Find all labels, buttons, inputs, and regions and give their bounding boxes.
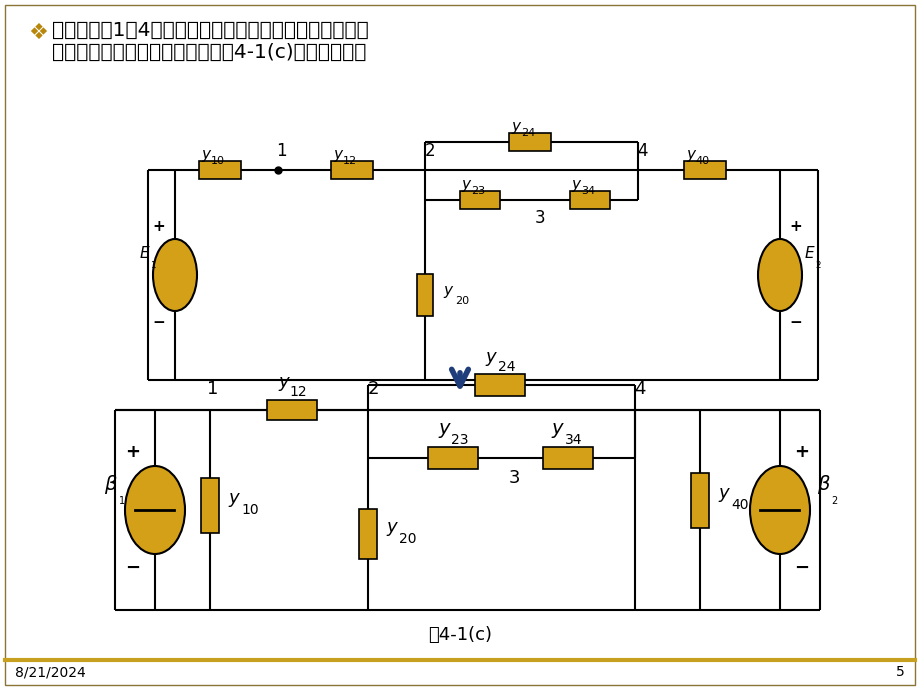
Text: $y$: $y$ xyxy=(717,486,731,504)
Text: $β$: $β$ xyxy=(104,473,118,497)
Bar xyxy=(683,161,725,179)
Text: $E$: $E$ xyxy=(803,245,815,261)
Bar xyxy=(474,374,525,396)
Text: 20: 20 xyxy=(399,532,416,546)
Text: 24: 24 xyxy=(520,128,535,138)
Text: $y$: $y$ xyxy=(443,284,454,300)
Text: 23: 23 xyxy=(471,186,484,196)
Text: $y$: $y$ xyxy=(228,491,241,509)
Text: −: − xyxy=(153,315,165,331)
Bar xyxy=(358,509,377,559)
Text: $y$: $y$ xyxy=(571,178,582,194)
Text: $y$: $y$ xyxy=(550,421,564,440)
Text: 34: 34 xyxy=(564,433,582,447)
Text: 1: 1 xyxy=(276,142,286,160)
Text: $_1$: $_1$ xyxy=(150,259,156,271)
Text: $y$: $y$ xyxy=(511,120,522,136)
Ellipse shape xyxy=(153,239,197,311)
Text: 24: 24 xyxy=(498,360,516,374)
Text: 3: 3 xyxy=(534,209,545,227)
Bar xyxy=(460,191,499,209)
Text: $_1$: $_1$ xyxy=(119,493,126,507)
Text: $y$: $y$ xyxy=(686,148,697,164)
Text: 20: 20 xyxy=(455,296,469,306)
Text: 12: 12 xyxy=(343,156,357,166)
Ellipse shape xyxy=(749,466,809,554)
Bar xyxy=(416,274,433,316)
Text: 10: 10 xyxy=(241,503,258,517)
Text: $y$: $y$ xyxy=(437,421,451,440)
Text: 4: 4 xyxy=(637,142,648,160)
Text: 5: 5 xyxy=(895,665,904,679)
Text: 2: 2 xyxy=(425,142,435,160)
Text: 1: 1 xyxy=(207,380,219,398)
Text: ❖: ❖ xyxy=(28,23,48,43)
Text: 将接于节点1和4的电势源和阻抗的串联组合变换成等値的: 将接于节点1和4的电势源和阻抗的串联组合变换成等値的 xyxy=(52,21,369,39)
Bar xyxy=(570,191,609,209)
Text: 40: 40 xyxy=(731,498,748,512)
Bar xyxy=(200,477,219,533)
Text: $y$: $y$ xyxy=(333,148,345,164)
Bar xyxy=(199,161,241,179)
Text: 23: 23 xyxy=(450,433,469,447)
Bar xyxy=(427,447,478,469)
Text: −: − xyxy=(794,559,809,577)
Text: $y$: $y$ xyxy=(278,375,291,393)
Text: 34: 34 xyxy=(580,186,595,196)
Text: 2: 2 xyxy=(367,380,379,398)
Text: $β$: $β$ xyxy=(816,473,830,497)
Text: 3: 3 xyxy=(507,469,519,487)
Text: $_2$: $_2$ xyxy=(831,493,838,507)
Bar xyxy=(690,473,709,527)
Text: 8/21/2024: 8/21/2024 xyxy=(15,665,85,679)
Text: 40: 40 xyxy=(695,156,709,166)
Text: +: + xyxy=(125,443,141,461)
Text: $E$: $E$ xyxy=(139,245,151,261)
Text: 12: 12 xyxy=(289,385,306,399)
Text: +: + xyxy=(153,219,165,235)
Text: 4: 4 xyxy=(633,380,645,398)
Text: 电流源和导纳的并联组合，便得到4-1(c)的等値网络。: 电流源和导纳的并联组合，便得到4-1(c)的等値网络。 xyxy=(52,43,366,61)
Ellipse shape xyxy=(125,466,185,554)
Text: $y$: $y$ xyxy=(485,350,498,368)
Bar xyxy=(267,400,317,420)
Text: 10: 10 xyxy=(210,156,225,166)
Bar xyxy=(508,133,550,151)
Ellipse shape xyxy=(757,239,801,311)
Bar xyxy=(331,161,372,179)
Text: $y$: $y$ xyxy=(460,178,472,194)
Text: +: + xyxy=(794,443,809,461)
Bar xyxy=(542,447,593,469)
Text: −: − xyxy=(125,559,141,577)
Text: $_2$: $_2$ xyxy=(813,259,821,271)
Text: +: + xyxy=(789,219,801,235)
Text: −: − xyxy=(789,315,801,331)
Text: $y$: $y$ xyxy=(201,148,212,164)
Text: 图4-1(c): 图4-1(c) xyxy=(427,626,492,644)
Text: $y$: $y$ xyxy=(386,520,399,538)
